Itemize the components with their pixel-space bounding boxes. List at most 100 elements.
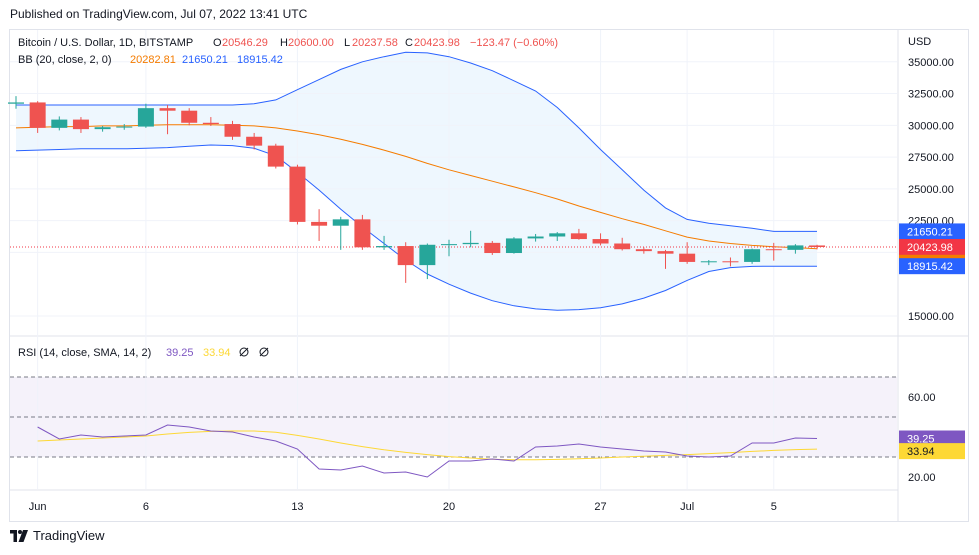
candle-body [462, 242, 479, 245]
candle[interactable] [246, 132, 263, 150]
main-legend: Bitcoin / U.S. Dollar, 1D, BITSTAMP O 20… [18, 37, 558, 49]
rsi-line [37, 424, 818, 478]
candle[interactable] [679, 242, 696, 264]
legend-high-value: 20600.00 [288, 37, 334, 49]
rsi-sma-badge: 33.94 [899, 443, 965, 460]
candle[interactable] [51, 116, 68, 131]
candle-body [397, 246, 414, 266]
candle-body [549, 233, 566, 237]
candle[interactable] [354, 214, 371, 250]
price-tick-label: 15000.00 [908, 311, 954, 323]
candle[interactable] [635, 247, 652, 254]
bb-legend-upper: 21650.21 [182, 54, 228, 66]
candle[interactable] [267, 143, 284, 169]
candle[interactable] [8, 96, 24, 109]
candle[interactable] [722, 257, 739, 267]
price-tick-label: 25000.00 [908, 184, 954, 196]
footer-brand[interactable]: TradingView [10, 528, 105, 543]
candle-body [484, 242, 501, 254]
legend-symbol: Bitcoin / U.S. Dollar, 1D, BITSTAMP [18, 37, 193, 49]
candle[interactable] [224, 120, 241, 140]
candle[interactable] [311, 209, 328, 241]
candle[interactable] [527, 233, 544, 242]
candle[interactable] [592, 233, 609, 246]
candle[interactable] [202, 117, 219, 126]
candle[interactable] [484, 240, 501, 255]
rsi-tick-label: 20.00 [908, 472, 936, 484]
candle[interactable] [700, 260, 717, 266]
candle[interactable] [787, 244, 804, 254]
candle-body [332, 219, 349, 226]
candle[interactable] [809, 244, 826, 250]
candle[interactable] [72, 117, 89, 133]
rsi-sma-line [37, 430, 818, 461]
candle-body [72, 119, 89, 130]
candle[interactable] [137, 103, 154, 128]
rsi-legend-label[interactable]: RSI (14, close, SMA, 14, 2) [18, 347, 151, 359]
candle-body [419, 244, 436, 266]
legend-close-label: C [405, 37, 413, 49]
legend-change: −123.47 (−0.60%) [470, 37, 558, 49]
candle[interactable] [332, 216, 349, 250]
candle[interactable] [462, 230, 479, 248]
candle-body [679, 253, 696, 262]
candle[interactable] [549, 232, 566, 241]
time-tick-label: 27 [594, 501, 606, 513]
candle-body [159, 108, 176, 111]
gear-icon[interactable] [259, 347, 269, 357]
candle[interactable] [397, 242, 414, 283]
candle[interactable] [29, 101, 46, 133]
candle[interactable] [116, 124, 133, 130]
price-tick-label: 30000.00 [908, 120, 954, 132]
candle[interactable] [657, 249, 674, 269]
candle[interactable] [570, 228, 587, 240]
candle[interactable] [419, 243, 436, 280]
candle-body [202, 122, 219, 125]
price-tick-label: 32500.00 [908, 89, 954, 101]
price-tick-label: 27500.00 [908, 152, 954, 164]
rsi-legend-value: 39.25 [166, 347, 194, 359]
tradingview-logo-icon [10, 529, 28, 542]
candle-body [181, 110, 198, 123]
last-price-badge-text: 20423.98 [907, 242, 953, 254]
candle-body [116, 126, 133, 128]
candle-body [592, 239, 609, 244]
chart-frame [9, 29, 969, 522]
bb-upper-badge: 21650.21 [899, 223, 965, 240]
rsi-sma-badge-bg [899, 443, 965, 460]
candle[interactable] [181, 108, 198, 126]
time-tick-label: Jun [29, 501, 47, 513]
rsi-legend[interactable]: RSI (14, close, SMA, 14, 2) 39.25 33.94 [18, 347, 269, 359]
candle-body [267, 145, 284, 167]
legend-open-value: 20546.29 [222, 37, 268, 49]
candle-body [376, 246, 393, 248]
bb-lower-badge-bg [899, 258, 965, 275]
candle[interactable] [505, 237, 522, 254]
legend-close-value: 20423.98 [414, 37, 460, 49]
candle-body [570, 233, 587, 240]
bb-legend-basis: 20282.81 [130, 54, 176, 66]
bb-upper-badge-bg [899, 223, 965, 240]
candle[interactable] [744, 248, 761, 264]
bb-upper-line [16, 51, 817, 232]
bb-legend[interactable]: BB (20, close, 2, 0) 20282.81 21650.21 1… [18, 54, 283, 66]
settings-icon[interactable] [239, 347, 249, 357]
candle[interactable] [614, 237, 631, 251]
candle[interactable] [289, 164, 306, 225]
candle[interactable] [159, 104, 176, 135]
candle-body [505, 238, 522, 254]
candle-body [246, 136, 263, 146]
bb-legend-lower: 18915.42 [237, 54, 283, 66]
candle[interactable] [94, 125, 111, 132]
bb-legend-label[interactable]: BB (20, close, 2, 0) [18, 54, 112, 66]
candle[interactable] [765, 242, 782, 261]
candle-body [311, 221, 328, 226]
legend-high-label: H [280, 37, 288, 49]
price-tick-label: 35000.00 [908, 57, 954, 69]
candle-body [137, 108, 154, 127]
candle[interactable] [376, 235, 393, 250]
legend-low-label: L [344, 37, 350, 49]
candle[interactable] [441, 239, 457, 257]
bb-upper-badge-text: 21650.21 [907, 226, 953, 238]
